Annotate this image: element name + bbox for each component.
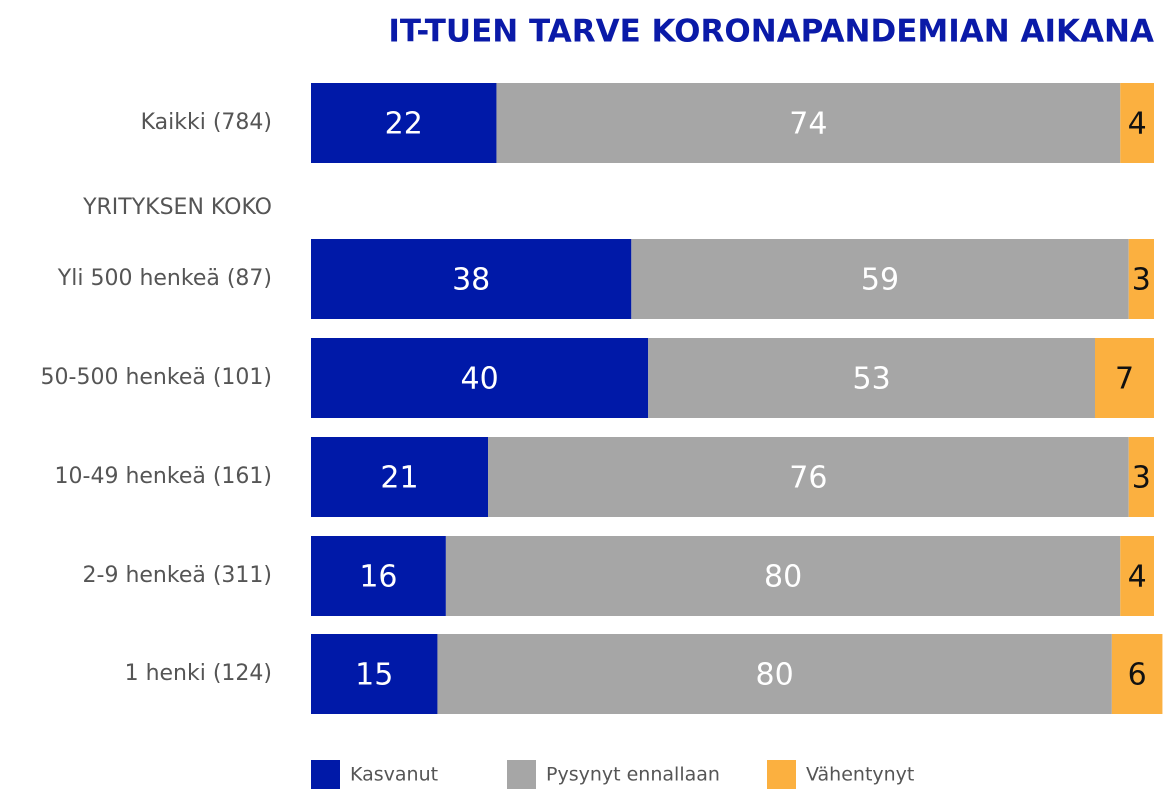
bar-segment: [437, 634, 1112, 714]
data-label: 22: [385, 107, 423, 142]
bar-segment: [311, 83, 497, 163]
legend-label: Vähentynyt: [806, 764, 914, 786]
data-label: 40: [461, 362, 499, 397]
legend-swatch: [311, 760, 340, 789]
data-label: 76: [789, 461, 827, 496]
bar-segment: [311, 536, 446, 616]
bar-segment: [311, 338, 649, 418]
bar-segment: [631, 239, 1129, 319]
legend-swatch: [767, 760, 796, 789]
bar-segment: [496, 83, 1121, 163]
data-label: 15: [355, 658, 393, 693]
category-label: 2-9 henkeä (311): [83, 563, 272, 588]
data-label: 16: [359, 560, 397, 595]
bar-segment: [311, 634, 438, 714]
legend-label: Pysynyt ennallaan: [546, 764, 720, 786]
data-label: 3: [1132, 461, 1151, 496]
data-label: 4: [1128, 107, 1147, 142]
category-label: 50-500 henkeä (101): [41, 365, 272, 390]
data-label: 53: [853, 362, 891, 397]
bar-segment: [311, 239, 632, 319]
data-label: 74: [789, 107, 827, 142]
data-label: 38: [452, 263, 490, 298]
data-label: 59: [861, 263, 899, 298]
data-label: 6: [1128, 658, 1147, 693]
bar-segment: [488, 437, 1129, 517]
bar-segment: [1128, 239, 1154, 319]
data-label: 80: [756, 658, 794, 693]
bar-segment: [648, 338, 1095, 418]
bar-segment: [1120, 536, 1154, 616]
category-label: Kaikki (784): [141, 110, 272, 135]
data-label: 7: [1115, 362, 1134, 397]
bar-segment: [445, 536, 1121, 616]
bar-segment: [1111, 634, 1163, 714]
data-label: 80: [764, 560, 802, 595]
data-label: 21: [380, 461, 418, 496]
legend-label: Kasvanut: [350, 764, 438, 786]
category-label: 1 henki (124): [125, 661, 272, 686]
category-label: 10-49 henkeä (161): [55, 464, 272, 489]
bar-segment: [311, 437, 489, 517]
data-label: 4: [1128, 560, 1147, 595]
data-label: 3: [1132, 263, 1151, 298]
group-label: YRITYKSEN KOKO: [82, 195, 272, 220]
bar-segment: [1094, 338, 1154, 418]
category-label: Yli 500 henkeä (87): [57, 266, 272, 291]
bar-segment: [1120, 83, 1154, 163]
chart-title: IT-TUEN TARVE KORONAPANDEMIAN AIKANA: [388, 14, 1154, 50]
legend-swatch: [507, 760, 536, 789]
bar-segment: [1128, 437, 1154, 517]
